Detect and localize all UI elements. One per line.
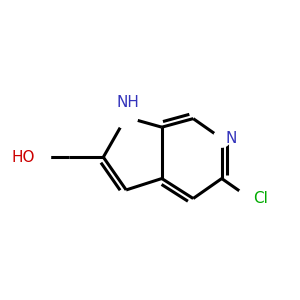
Circle shape (115, 106, 138, 129)
Text: Cl: Cl (253, 191, 268, 206)
Text: NH: NH (116, 95, 139, 110)
Text: HO: HO (11, 150, 35, 165)
Circle shape (25, 144, 50, 170)
Circle shape (213, 130, 230, 147)
Text: N: N (225, 131, 236, 146)
Circle shape (237, 186, 263, 211)
